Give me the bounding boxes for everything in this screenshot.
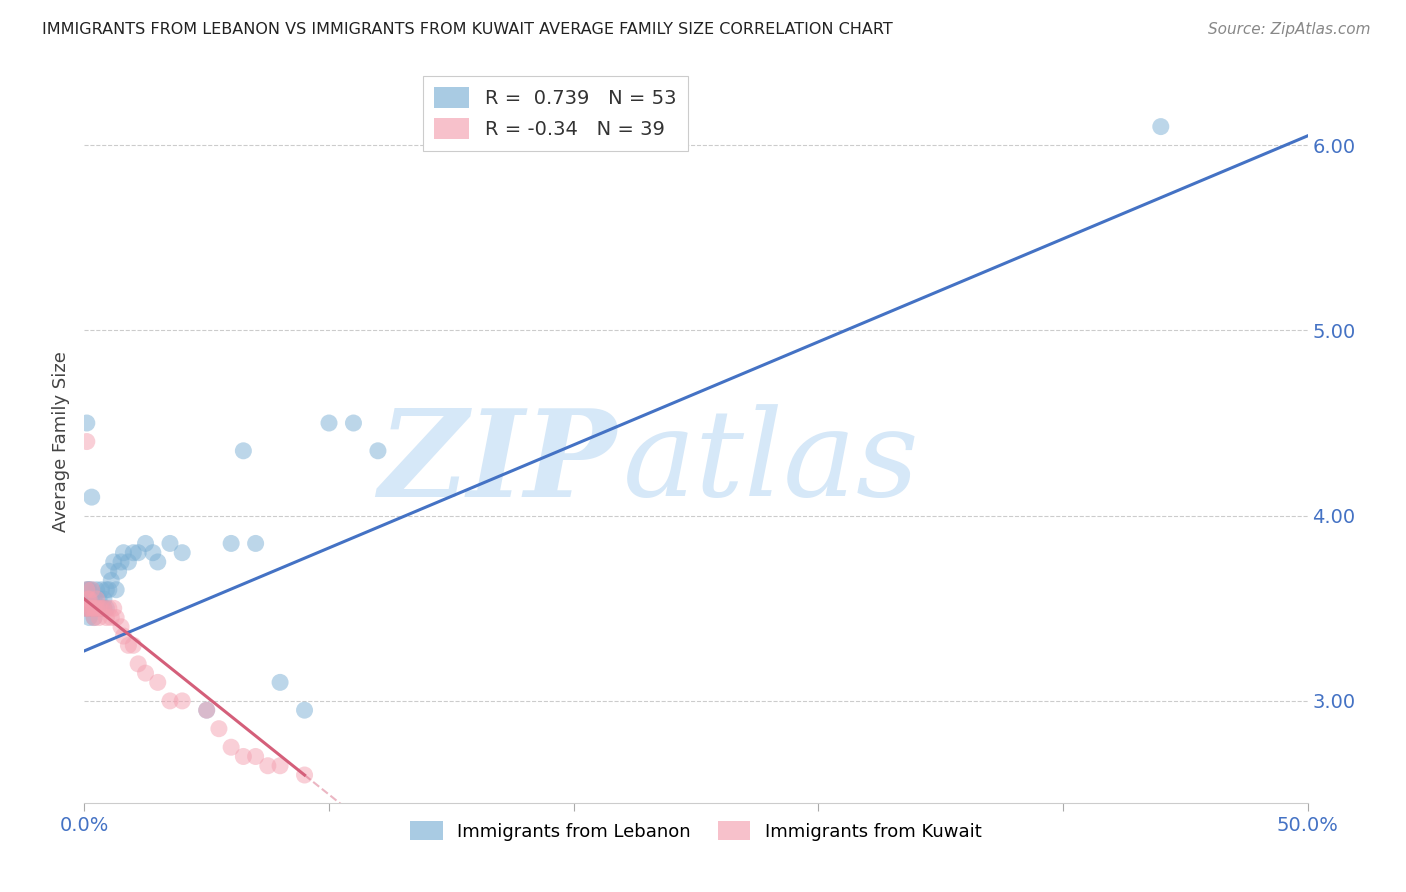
Point [86,592,108,607]
Point [294,703,316,717]
Point [87,592,110,607]
Point [100,574,122,588]
Text: atlas: atlas [623,404,920,522]
Point [208,722,231,736]
Point [112,546,135,560]
Point [86,601,108,615]
Point [232,443,254,458]
Point [80,490,103,504]
Point [90,601,112,615]
Point [87,601,110,615]
Point [245,536,267,550]
Point [117,555,139,569]
Point [257,758,280,772]
Y-axis label: Average Family Size: Average Family Size [52,351,70,532]
Point [77,601,100,615]
Point [159,536,181,550]
Point [77,582,100,597]
Point [87,601,110,615]
Point [93,601,115,615]
Point [76,582,98,597]
Point [87,610,110,624]
Point [83,601,105,615]
Point [77,601,100,615]
Point [367,443,389,458]
Point [76,416,98,430]
Point [80,601,103,615]
Point [269,758,291,772]
Point [159,694,181,708]
Point [77,592,100,607]
Point [77,582,100,597]
Point [112,629,135,643]
Point [93,601,115,615]
Point [1150,120,1173,134]
Point [96,601,118,615]
Point [80,592,103,607]
Point [93,592,115,607]
Point [135,536,157,550]
Point [83,610,105,624]
Point [76,582,98,597]
Point [100,610,122,624]
Text: Source: ZipAtlas.com: Source: ZipAtlas.com [1208,22,1371,37]
Point [103,601,125,615]
Point [77,592,100,607]
Point [122,638,145,652]
Point [105,582,128,597]
Point [80,601,103,615]
Point [172,694,194,708]
Point [76,592,98,607]
Point [75,601,97,615]
Point [122,546,145,560]
Point [90,601,112,615]
Point [117,638,139,652]
Point [80,582,103,597]
Point [219,536,242,550]
Point [342,416,364,430]
Point [195,703,218,717]
Point [110,555,132,569]
Point [76,434,98,449]
Point [83,601,105,615]
Point [318,416,340,430]
Point [172,546,194,560]
Point [107,564,129,578]
Point [83,592,105,607]
Point [77,592,100,607]
Point [75,601,97,615]
Point [146,555,169,569]
Point [86,582,108,597]
Point [83,610,105,624]
Point [110,620,132,634]
Point [127,657,149,671]
Point [232,749,254,764]
Point [97,582,120,597]
Point [127,546,149,560]
Point [294,768,316,782]
Point [86,601,108,615]
Point [96,610,118,624]
Point [77,610,100,624]
Point [103,555,125,569]
Point [219,740,242,755]
Point [142,546,165,560]
Point [97,564,120,578]
Point [105,610,128,624]
Point [135,666,157,681]
Point [90,582,112,597]
Legend: Immigrants from Lebanon, Immigrants from Kuwait: Immigrants from Lebanon, Immigrants from… [404,814,988,848]
Point [97,601,120,615]
Point [146,675,169,690]
Point [76,601,98,615]
Point [77,601,100,615]
Point [80,582,103,597]
Point [269,675,291,690]
Point [96,582,118,597]
Text: IMMIGRANTS FROM LEBANON VS IMMIGRANTS FROM KUWAIT AVERAGE FAMILY SIZE CORRELATIO: IMMIGRANTS FROM LEBANON VS IMMIGRANTS FR… [42,22,893,37]
Text: ZIP: ZIP [378,404,616,523]
Point [245,749,267,764]
Point [195,703,218,717]
